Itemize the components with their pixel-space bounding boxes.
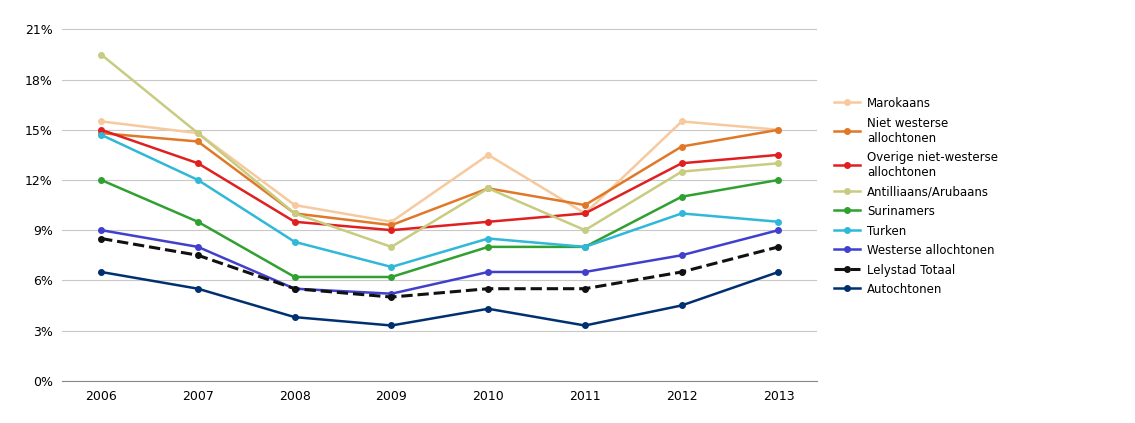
Line: Niet westerse
allochtonen: Niet westerse allochtonen xyxy=(99,127,781,228)
Lelystad Totaal xyxy=(772,244,785,250)
Niet westerse
allochtonen xyxy=(675,144,689,149)
Autochtonen xyxy=(481,306,495,311)
Westerse allochtonen xyxy=(288,286,302,291)
Niet westerse
allochtonen xyxy=(772,127,785,132)
Marokaans xyxy=(578,211,591,216)
Marokaans xyxy=(288,203,302,208)
Westerse allochtonen xyxy=(94,228,108,233)
Niet westerse
allochtonen xyxy=(191,139,204,144)
Westerse allochtonen xyxy=(675,253,689,258)
Marokaans xyxy=(481,152,495,157)
Line: Marokaans: Marokaans xyxy=(99,118,781,225)
Line: Westerse allochtonen: Westerse allochtonen xyxy=(99,228,781,297)
Antilliaans/Arubaans xyxy=(675,169,689,174)
Lelystad Totaal xyxy=(675,269,689,275)
Line: Lelystad Totaal: Lelystad Totaal xyxy=(99,236,781,300)
Antilliaans/Arubaans xyxy=(94,52,108,57)
Autochtonen xyxy=(94,269,108,275)
Line: Overige niet-westerse
allochtonen: Overige niet-westerse allochtonen xyxy=(99,127,781,233)
Antilliaans/Arubaans xyxy=(578,228,591,233)
Niet westerse
allochtonen xyxy=(94,131,108,136)
Surinamers xyxy=(772,177,785,182)
Antilliaans/Arubaans xyxy=(191,131,204,136)
Overige niet-westerse
allochtonen xyxy=(385,228,398,233)
Line: Surinamers: Surinamers xyxy=(99,177,781,280)
Turken xyxy=(94,132,108,137)
Overige niet-westerse
allochtonen xyxy=(578,211,591,216)
Marokaans xyxy=(191,131,204,136)
Niet westerse
allochtonen xyxy=(578,203,591,208)
Overige niet-westerse
allochtonen xyxy=(94,127,108,132)
Lelystad Totaal xyxy=(288,286,302,291)
Overige niet-westerse
allochtonen xyxy=(772,152,785,157)
Surinamers xyxy=(675,194,689,199)
Turken xyxy=(481,236,495,241)
Niet westerse
allochtonen xyxy=(481,186,495,191)
Antilliaans/Arubaans xyxy=(772,161,785,166)
Lelystad Totaal xyxy=(191,253,204,258)
Niet westerse
allochtonen xyxy=(385,222,398,228)
Marokaans xyxy=(385,219,398,224)
Legend: Marokaans, Niet westerse
allochtonen, Overige niet-westerse
allochtonen, Antilli: Marokaans, Niet westerse allochtonen, Ov… xyxy=(831,93,1002,300)
Overige niet-westerse
allochtonen xyxy=(191,161,204,166)
Surinamers xyxy=(191,219,204,224)
Autochtonen xyxy=(675,303,689,308)
Autochtonen xyxy=(288,315,302,320)
Lelystad Totaal xyxy=(94,236,108,241)
Autochtonen xyxy=(385,323,398,328)
Overige niet-westerse
allochtonen xyxy=(288,219,302,224)
Antilliaans/Arubaans xyxy=(385,244,398,250)
Lelystad Totaal xyxy=(481,286,495,291)
Westerse allochtonen xyxy=(385,291,398,296)
Turken xyxy=(385,264,398,269)
Westerse allochtonen xyxy=(481,269,495,275)
Autochtonen xyxy=(578,323,591,328)
Marokaans xyxy=(675,119,689,124)
Turken xyxy=(191,177,204,182)
Autochtonen xyxy=(191,286,204,291)
Surinamers xyxy=(578,244,591,250)
Marokaans xyxy=(94,119,108,124)
Turken xyxy=(288,239,302,244)
Westerse allochtonen xyxy=(772,228,785,233)
Surinamers xyxy=(94,177,108,182)
Lelystad Totaal xyxy=(385,294,398,299)
Westerse allochtonen xyxy=(578,269,591,275)
Overige niet-westerse
allochtonen xyxy=(675,161,689,166)
Turken xyxy=(772,219,785,224)
Antilliaans/Arubaans xyxy=(481,186,495,191)
Westerse allochtonen xyxy=(191,244,204,250)
Line: Autochtonen: Autochtonen xyxy=(99,269,781,328)
Antilliaans/Arubaans xyxy=(288,211,302,216)
Marokaans xyxy=(772,127,785,132)
Lelystad Totaal xyxy=(578,286,591,291)
Surinamers xyxy=(288,275,302,280)
Overige niet-westerse
allochtonen xyxy=(481,219,495,224)
Niet westerse
allochtonen xyxy=(288,211,302,216)
Turken xyxy=(675,211,689,216)
Turken xyxy=(578,244,591,250)
Line: Antilliaans/Arubaans: Antilliaans/Arubaans xyxy=(99,52,781,250)
Surinamers xyxy=(481,244,495,250)
Line: Turken: Turken xyxy=(99,132,781,270)
Autochtonen xyxy=(772,269,785,275)
Surinamers xyxy=(385,275,398,280)
